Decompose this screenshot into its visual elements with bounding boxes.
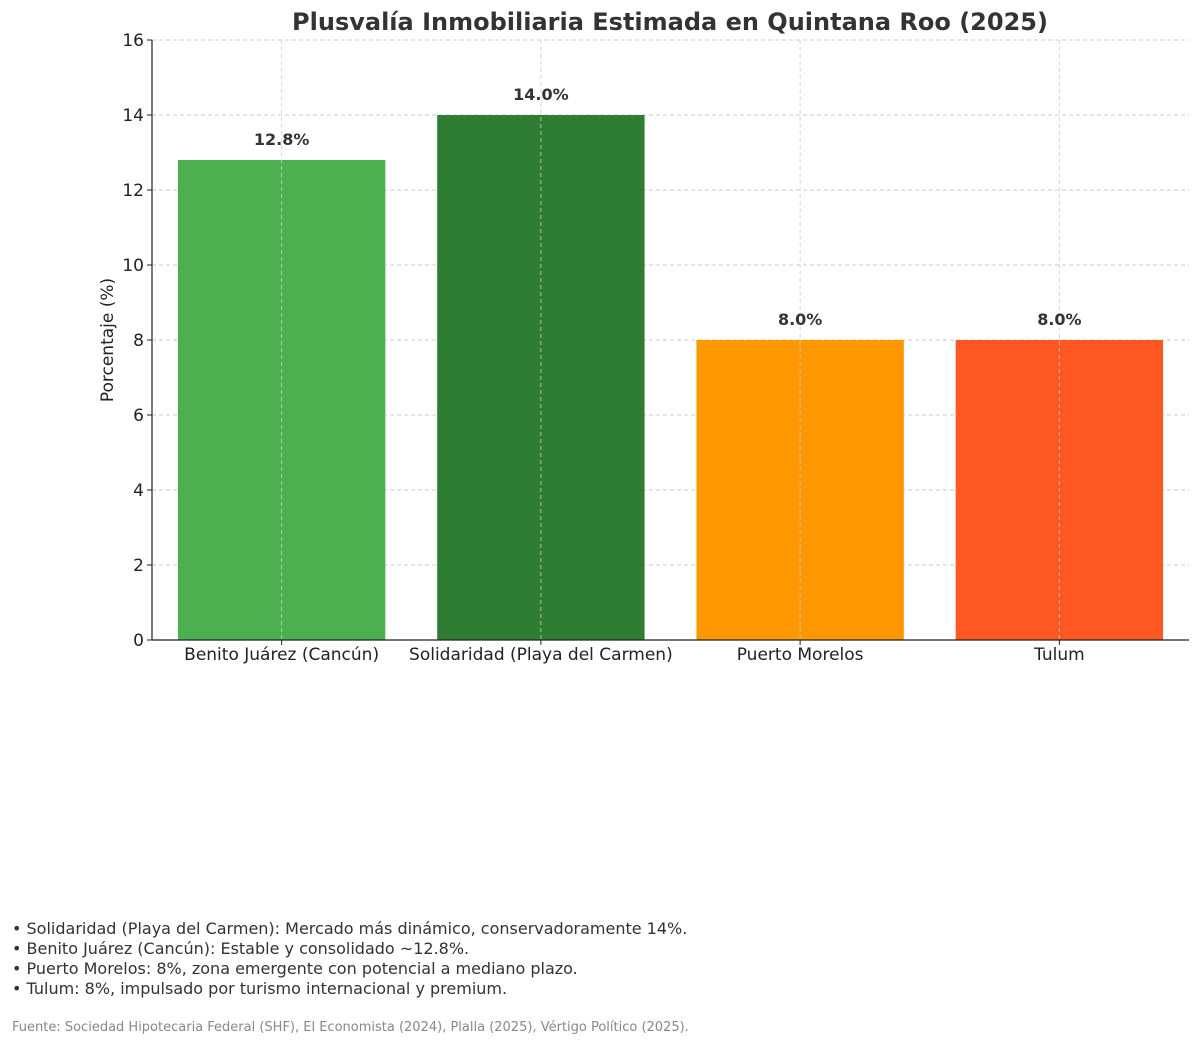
y-tick-label: 12: [122, 181, 144, 201]
x-grid: [281, 40, 1060, 640]
y-tick-label: 10: [122, 256, 144, 276]
y-tick-label: 0: [133, 631, 144, 651]
data-label: 8.0%: [778, 310, 822, 329]
axes: 0 2 4 6 8 10 12 14 16 Benito Juárez (Cancún) Solid…: [122, 31, 1189, 665]
source-citation: Fuente: Sociedad Hipotecaria Federal (SH…: [12, 1020, 689, 1035]
note-item: • Solidaridad (Playa del Carmen): Mercad…: [12, 919, 688, 938]
bar-chart: Plusvalía Inmobiliaria Estimada en Quint…: [98, 8, 1189, 665]
y-tick-label: 4: [133, 481, 144, 501]
y-tick-label: 2: [133, 556, 144, 576]
data-label: 8.0%: [1037, 310, 1081, 329]
note-item: • Puerto Morelos: 8%, zona emergente con…: [12, 959, 578, 978]
x-tick-label: Puerto Morelos: [737, 645, 864, 665]
y-tick-label: 16: [122, 31, 144, 51]
x-tick-label: Benito Juárez (Cancún): [184, 645, 379, 665]
y-tick-label: 6: [133, 406, 144, 426]
data-labels: 12.8% 14.0% 8.0% 8.0%: [254, 85, 1082, 329]
chart-title: Plusvalía Inmobiliaria Estimada en Quint…: [292, 8, 1048, 36]
y-axis-label: Porcentaje (%): [98, 278, 118, 402]
notes-list: • Solidaridad (Playa del Carmen): Mercad…: [12, 919, 1192, 999]
note-item: • Tulum: 8%, impulsado por turismo inter…: [12, 979, 508, 998]
y-tick-label: 14: [122, 106, 144, 126]
note-item: • Benito Juárez (Cancún): Estable y cons…: [12, 939, 470, 958]
bars: [177, 115, 1164, 640]
x-tick-label: Tulum: [1033, 645, 1085, 665]
y-tick-label: 8: [133, 331, 144, 351]
x-tick-label: Solidaridad (Playa del Carmen): [409, 645, 673, 665]
data-label: 14.0%: [513, 85, 569, 104]
data-label: 12.8%: [254, 130, 310, 149]
